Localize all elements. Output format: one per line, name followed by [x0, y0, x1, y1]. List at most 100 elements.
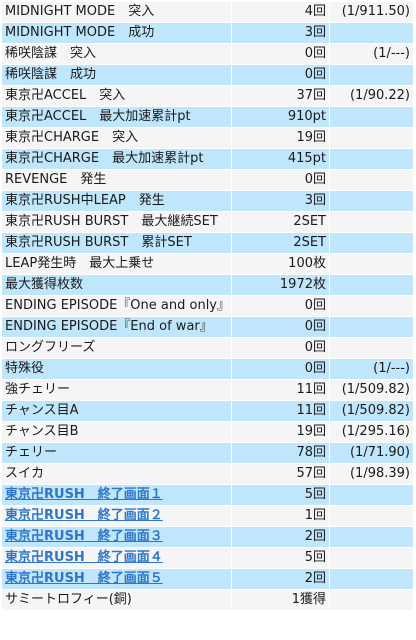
- table-row: サミートロフィー(銅) 1獲得: [2, 590, 413, 611]
- row-label: 東京卍CHARGE 最大加速累計pt: [2, 149, 232, 169]
- row-probability: (1/98.39): [330, 464, 413, 484]
- row-label: 東京卍RUSH BURST 累計SET: [2, 233, 232, 253]
- row-probability: (1/71.90): [330, 443, 413, 463]
- row-count: 0回: [232, 317, 330, 337]
- table-row: 東京卍RUSH BURST 累計SET 2SET: [2, 233, 413, 254]
- table-row: ENDING EPISODE『One and only』 0回: [2, 296, 413, 317]
- table-row[interactable]: 東京卍RUSH 終了画面４ 5回: [2, 548, 413, 569]
- row-probability: [330, 23, 413, 43]
- row-probability: (1/90.22): [330, 86, 413, 106]
- row-probability: [330, 149, 413, 169]
- table-row: チャンス目B 19回 (1/295.16): [2, 422, 413, 443]
- row-label: チェリー: [2, 443, 232, 463]
- table-row: REVENGE 発生 0回: [2, 170, 413, 191]
- row-probability: [330, 485, 413, 505]
- row-probability: [330, 527, 413, 547]
- table-row: 東京卍ACCEL 最大加速累計pt 910pt: [2, 107, 413, 128]
- table-row: 特殊役 0回 (1/---): [2, 359, 413, 380]
- table-row: ENDING EPISODE『End of war』 0回: [2, 317, 413, 338]
- row-label: 東京卍CHARGE 突入: [2, 128, 232, 148]
- row-label-link[interactable]: 東京卍RUSH 終了画面１: [2, 485, 232, 505]
- row-count: 4回: [232, 2, 330, 22]
- row-probability: (1/509.82): [330, 380, 413, 400]
- row-label: サミートロフィー(銅): [2, 590, 232, 610]
- row-label: LEAP発生時 最大上乗せ: [2, 254, 232, 274]
- row-probability: (1/295.16): [330, 422, 413, 442]
- row-count: 2SET: [232, 233, 330, 253]
- row-label: 東京卍RUSH中LEAP 発生: [2, 191, 232, 211]
- row-label: 東京卍RUSH BURST 最大継続SET: [2, 212, 232, 232]
- row-probability: [330, 212, 413, 232]
- row-label: チャンス目A: [2, 401, 232, 421]
- row-probability: [330, 170, 413, 190]
- row-label-link[interactable]: 東京卍RUSH 終了画面２: [2, 506, 232, 526]
- row-count: 2回: [232, 527, 330, 547]
- row-count: 100枚: [232, 254, 330, 274]
- row-count: 78回: [232, 443, 330, 463]
- row-probability: [330, 107, 413, 127]
- table-row: LEAP発生時 最大上乗せ 100枚: [2, 254, 413, 275]
- row-label: 最大獲得枚数: [2, 275, 232, 295]
- row-count: 19回: [232, 422, 330, 442]
- table-row: チャンス目A 11回 (1/509.82): [2, 401, 413, 422]
- row-label: ロングフリーズ: [2, 338, 232, 358]
- table-row: チェリー 78回 (1/71.90): [2, 443, 413, 464]
- table-row: スイカ 57回 (1/98.39): [2, 464, 413, 485]
- table-row: MIDNIGHT MODE 成功 3回: [2, 23, 413, 44]
- stats-table: MIDNIGHT MODE 突入 4回 (1/911.50) MIDNIGHT MOD…: [2, 1, 413, 611]
- table-row[interactable]: 東京卍RUSH 終了画面３ 2回: [2, 527, 413, 548]
- row-count: 0回: [232, 338, 330, 358]
- row-count: 0回: [232, 65, 330, 85]
- row-label: 稀咲陰謀 成功: [2, 65, 232, 85]
- row-count: 3回: [232, 23, 330, 43]
- row-label: 強チェリー: [2, 380, 232, 400]
- table-row: 強チェリー 11回 (1/509.82): [2, 380, 413, 401]
- row-label: チャンス目B: [2, 422, 232, 442]
- row-count: 37回: [232, 86, 330, 106]
- table-row: 東京卍RUSH中LEAP 発生 3回: [2, 191, 413, 212]
- row-count: 57回: [232, 464, 330, 484]
- row-count: 5回: [232, 548, 330, 568]
- row-probability: [330, 569, 413, 589]
- row-probability: [330, 128, 413, 148]
- row-probability: [330, 254, 413, 274]
- table-row[interactable]: 東京卍RUSH 終了画面２ 1回: [2, 506, 413, 527]
- row-label: MIDNIGHT MODE 成功: [2, 23, 232, 43]
- table-row: 東京卍RUSH BURST 最大継続SET 2SET: [2, 212, 413, 233]
- row-probability: [330, 338, 413, 358]
- row-count: 0回: [232, 296, 330, 316]
- row-count: 0回: [232, 170, 330, 190]
- table-row[interactable]: 東京卍RUSH 終了画面１ 5回: [2, 485, 413, 506]
- table-row: 東京卍ACCEL 突入 37回 (1/90.22): [2, 86, 413, 107]
- row-label: ENDING EPISODE『End of war』: [2, 317, 232, 337]
- row-probability: [330, 317, 413, 337]
- row-count: 910pt: [232, 107, 330, 127]
- row-probability: [330, 548, 413, 568]
- row-label-link[interactable]: 東京卍RUSH 終了画面５: [2, 569, 232, 589]
- row-count: 2回: [232, 569, 330, 589]
- row-label: REVENGE 発生: [2, 170, 232, 190]
- row-label-link[interactable]: 東京卍RUSH 終了画面３: [2, 527, 232, 547]
- table-row[interactable]: 東京卍RUSH 終了画面５ 2回: [2, 569, 413, 590]
- row-count: 1獲得: [232, 590, 330, 610]
- row-count: 19回: [232, 128, 330, 148]
- row-count: 5回: [232, 485, 330, 505]
- table-row: 東京卍CHARGE 突入 19回: [2, 128, 413, 149]
- row-label: 特殊役: [2, 359, 232, 379]
- row-label: 東京卍ACCEL 突入: [2, 86, 232, 106]
- row-probability: [330, 233, 413, 253]
- table-row: 東京卍CHARGE 最大加速累計pt 415pt: [2, 149, 413, 170]
- table-row: 稀咲陰謀 突入 0回 (1/---): [2, 44, 413, 65]
- row-probability: (1/---): [330, 359, 413, 379]
- row-label-link[interactable]: 東京卍RUSH 終了画面４: [2, 548, 232, 568]
- row-probability: [330, 590, 413, 610]
- row-count: 1回: [232, 506, 330, 526]
- row-probability: [330, 506, 413, 526]
- row-probability: (1/911.50): [330, 2, 413, 22]
- row-count: 415pt: [232, 149, 330, 169]
- row-count: 11回: [232, 380, 330, 400]
- row-label: 東京卍ACCEL 最大加速累計pt: [2, 107, 232, 127]
- row-label: MIDNIGHT MODE 突入: [2, 2, 232, 22]
- row-count: 11回: [232, 401, 330, 421]
- table-row: ロングフリーズ 0回: [2, 338, 413, 359]
